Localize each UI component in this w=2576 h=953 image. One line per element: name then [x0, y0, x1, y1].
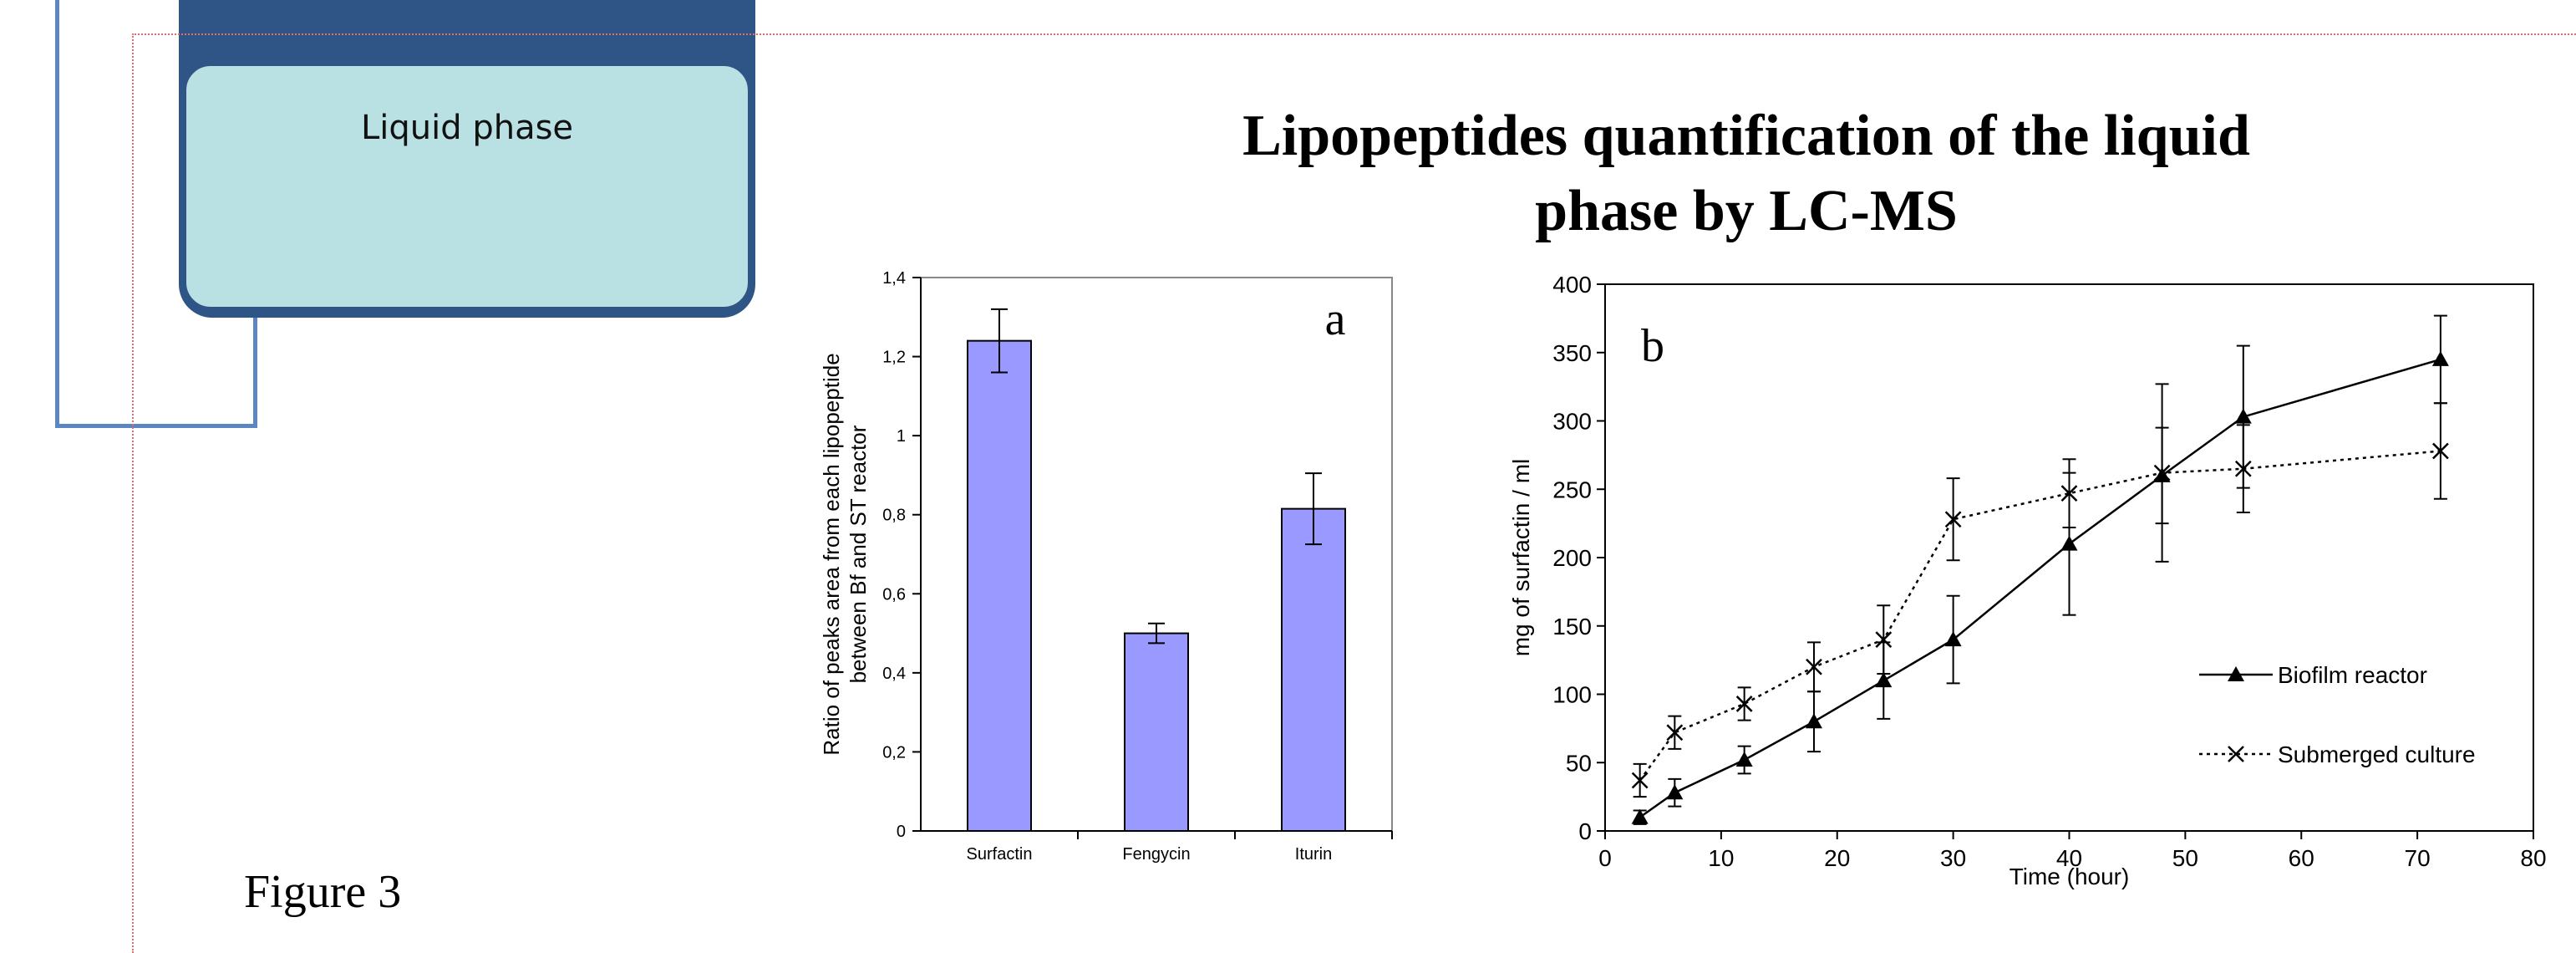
legend-label: Submerged culture: [2278, 742, 2476, 767]
x-tick-label: 0: [1598, 845, 1612, 871]
x-tick-label: 40: [2056, 845, 2082, 871]
liquid-phase-box: Liquid phase: [182, 62, 752, 311]
title-line-1: Lipopeptides quantification of the liqui…: [1242, 104, 2250, 168]
x-tick-label: 10: [1708, 845, 1734, 871]
x-marker-stroke: [1944, 511, 1962, 528]
y-axis-title-line-2: between Bf and ST reactor: [846, 425, 871, 683]
x-tick-label: 20: [1824, 845, 1850, 871]
bar: [1124, 632, 1189, 832]
legend-label: Biofilm reactor: [2278, 662, 2427, 688]
y-tick-label: 0,4: [882, 665, 906, 683]
figure-caption: Figure 3: [244, 866, 402, 918]
x-tick-label: 50: [2172, 845, 2198, 871]
y-tick-label: 0,2: [882, 743, 906, 762]
y-axis-title: mg of surfactin / ml: [1508, 459, 1534, 657]
y-tick-label: 50: [1566, 750, 1592, 776]
x-tick-label: 30: [1940, 845, 1966, 871]
series-line: [1639, 450, 2441, 782]
y-tick-label: 150: [1552, 614, 1592, 640]
charts-canvas: 0 0,2 0,4 0,6 0,8 1 1,2 1,4 Surfactin Fengycin Itu…: [819, 269, 2547, 889]
x-tick-label: Iturin: [1295, 845, 1332, 864]
page-title: Lipopeptides quantification of the liqui…: [1153, 99, 2340, 249]
x-marker-stroke: [2153, 464, 2171, 482]
y-tick-label: 0,8: [882, 507, 906, 525]
panel-label-b: b: [1641, 320, 1664, 372]
triangle-marker: [2431, 350, 2449, 366]
x-tick-label: 80: [2520, 845, 2546, 871]
x-marker-stroke: [1875, 631, 1893, 648]
legend: Biofilm reactor Submerged culture: [2199, 662, 2476, 767]
y-tick-label: 1: [897, 427, 906, 446]
y-tick-label: 200: [1552, 545, 1592, 571]
x-marker-stroke: [2060, 485, 2078, 502]
y-tick-label: 0,6: [882, 585, 906, 604]
x-marker-stroke: [2228, 746, 2244, 762]
y-tick-label: 100: [1552, 682, 1592, 708]
y-axis-title: Ratio of peaks area from each lipopeptid…: [819, 353, 871, 755]
series-line: [1639, 358, 2441, 818]
y-axis-title-line-1: Ratio of peaks area from each lipopeptid…: [819, 353, 844, 755]
y-tick-label: 300: [1552, 409, 1592, 435]
y-tick-label: 0: [897, 823, 906, 841]
y-tick-label: 350: [1552, 340, 1592, 366]
y-tick-label: 250: [1552, 476, 1592, 502]
y-tick-label: 0: [1578, 818, 1592, 844]
x-tick-label: Surfactin: [967, 845, 1033, 864]
x-marker-stroke: [2234, 460, 2252, 477]
triangle-marker: [1875, 672, 1893, 688]
bar: [967, 339, 1032, 832]
x-tick-label: 70: [2405, 845, 2431, 871]
x-marker-stroke: [1735, 696, 1753, 712]
line-chart-b: 0 50 100 150 200 250 300 350 400 0 10 20 30 40 50 60 70 8…: [1508, 272, 2547, 889]
bar-chart-a: 0 0,2 0,4 0,6 0,8 1 1,2 1,4 Surfactin Fengycin Itu…: [819, 269, 1393, 864]
y-tick-label: 1,2: [882, 349, 906, 367]
bar: [1281, 507, 1346, 832]
triangle-marker: [2060, 535, 2078, 551]
slide-dotted-frame: [132, 33, 2576, 953]
x-tick-label: 60: [2289, 845, 2314, 871]
x-marker-stroke: [1666, 724, 1684, 742]
triangle-marker: [1944, 631, 1962, 647]
y-tick-label: 400: [1552, 272, 1592, 298]
panel-label-a: a: [1325, 293, 1346, 345]
x-marker-stroke: [1806, 658, 1822, 675]
series-2: [1631, 383, 2449, 798]
liquid-phase-label: Liquid phase: [360, 109, 574, 147]
x-axis-title: Time (hour): [2009, 864, 2130, 889]
triangle-marker: [1735, 751, 1753, 767]
triangle-marker: [2228, 666, 2244, 681]
x-tick-label: Fengycin: [1122, 845, 1190, 864]
triangle-marker: [1666, 784, 1684, 800]
y-tick-label: 1,4: [882, 269, 906, 288]
triangle-marker: [1805, 713, 1822, 729]
x-marker-stroke: [2432, 442, 2449, 460]
x-marker-stroke: [1631, 772, 1649, 789]
title-line-2: phase by LC-MS: [1535, 179, 1958, 243]
triangle-marker: [2234, 408, 2252, 424]
triangle-marker: [1631, 808, 1649, 824]
